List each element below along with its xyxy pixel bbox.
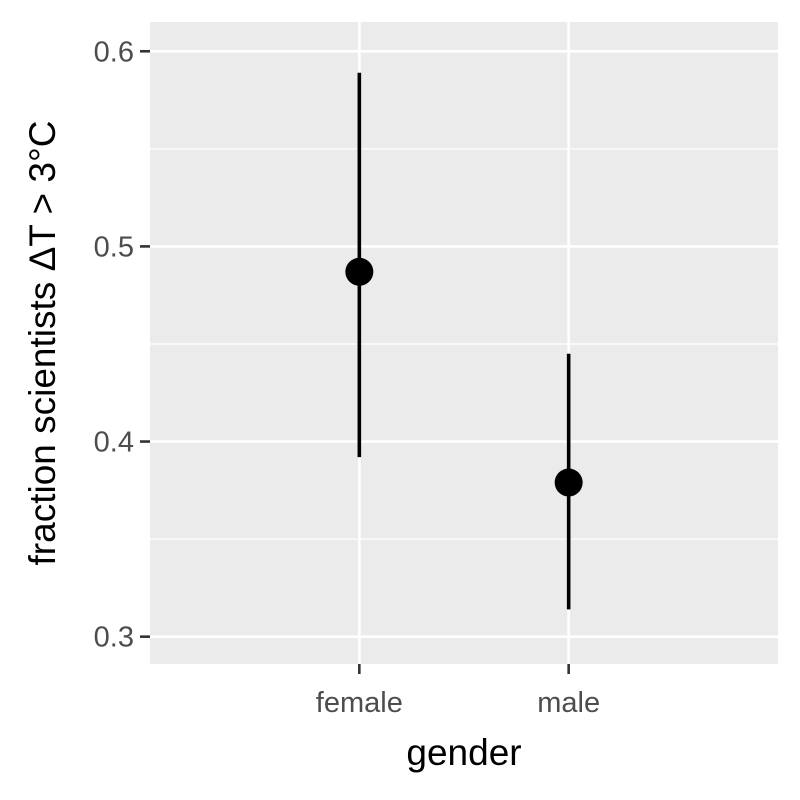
- x-axis: female male: [316, 664, 600, 719]
- data-point-male: [554, 468, 583, 497]
- y-tick-label: 0.6: [94, 36, 134, 68]
- x-tick-label-male: male: [537, 687, 600, 719]
- x-tick-label-female: female: [316, 687, 403, 719]
- y-axis: 0.3 0.4 0.5 0.6: [94, 36, 150, 654]
- y-tick-label: 0.5: [94, 231, 134, 263]
- data-points: [345, 72, 583, 610]
- x-axis-title: gender: [406, 732, 521, 773]
- data-point-female: [345, 257, 374, 286]
- y-tick-label: 0.4: [94, 427, 134, 459]
- plot-panel: [150, 22, 778, 664]
- y-tick-label: 0.3: [94, 622, 134, 654]
- y-axis-title: fraction scientists ΔT > 3°C: [22, 121, 63, 566]
